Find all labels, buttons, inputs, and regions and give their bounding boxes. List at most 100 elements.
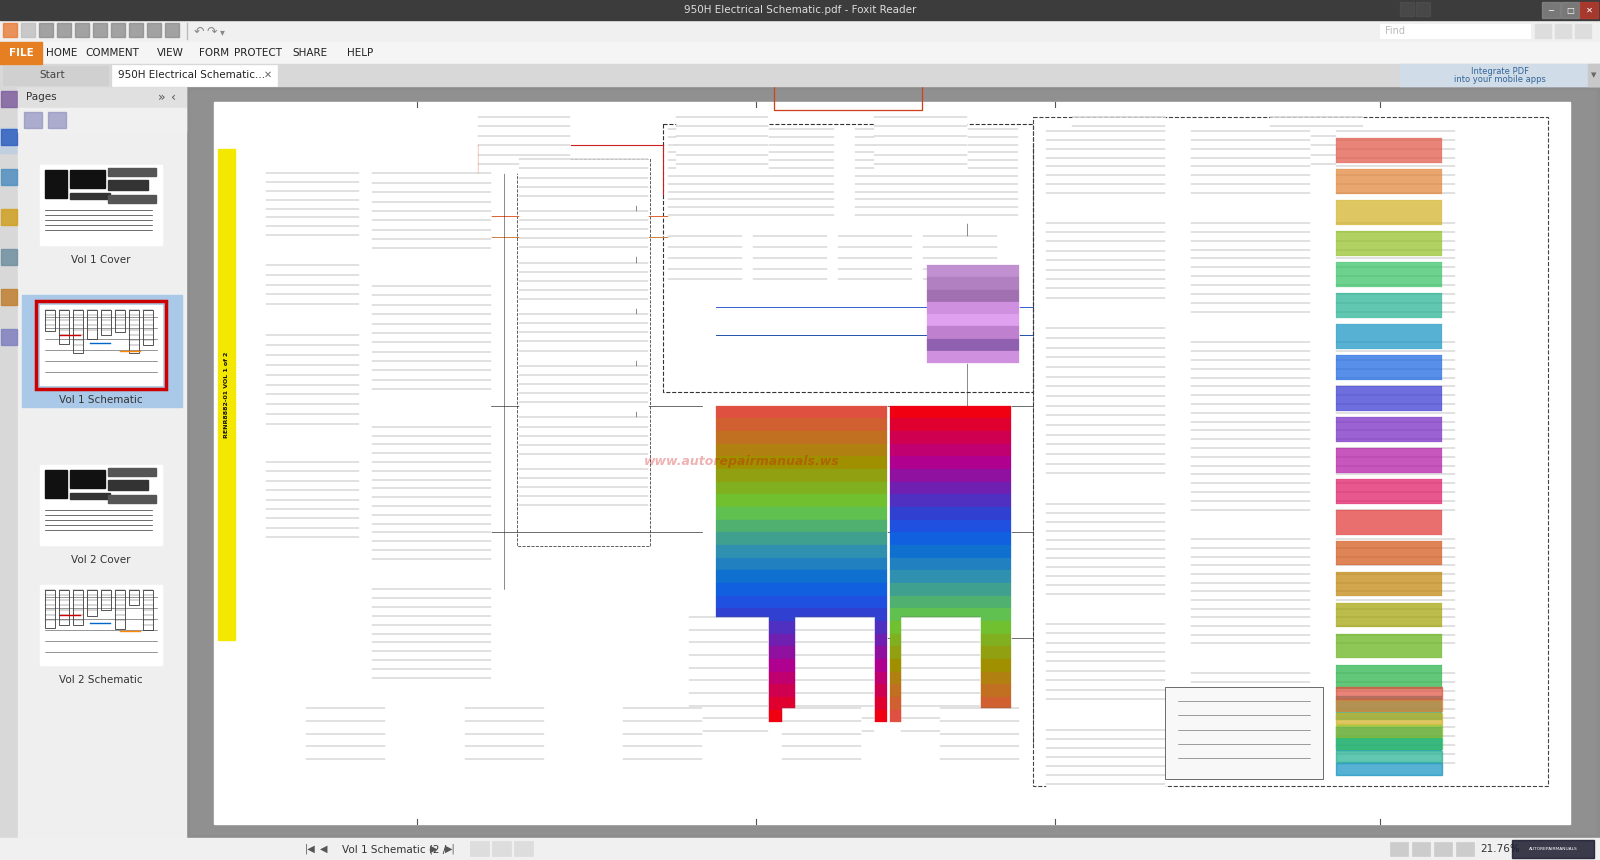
Bar: [514, 841, 533, 856]
Bar: [890, 482, 1011, 494]
Bar: [715, 494, 888, 507]
Bar: [1046, 329, 1165, 483]
Bar: [890, 570, 1011, 583]
Bar: [890, 532, 1011, 545]
Text: ─: ─: [1549, 5, 1554, 15]
Bar: [520, 211, 648, 256]
Bar: [70, 193, 110, 199]
Bar: [2, 249, 18, 265]
Bar: [38, 23, 53, 37]
Bar: [1336, 764, 1442, 775]
Bar: [752, 237, 827, 290]
Bar: [1072, 117, 1165, 174]
Bar: [1416, 2, 1430, 16]
Bar: [1336, 342, 1456, 519]
Bar: [890, 406, 1011, 418]
Text: ▶: ▶: [430, 844, 437, 854]
Bar: [1336, 673, 1456, 771]
Bar: [1555, 24, 1571, 38]
Bar: [59, 310, 69, 344]
Text: www.autorepairmanuals.ws: www.autorepairmanuals.ws: [645, 456, 840, 469]
Bar: [1032, 117, 1547, 786]
Bar: [478, 117, 570, 174]
Bar: [0, 0, 1600, 20]
Bar: [1336, 725, 1442, 736]
Bar: [22, 295, 182, 407]
Bar: [890, 418, 1011, 431]
Bar: [1165, 687, 1323, 779]
Text: Find: Find: [1386, 26, 1405, 36]
Bar: [1046, 131, 1165, 201]
Bar: [667, 129, 834, 223]
Text: Integrate PDF: Integrate PDF: [1470, 66, 1530, 76]
Text: HELP: HELP: [347, 48, 373, 58]
Bar: [109, 180, 147, 190]
Bar: [890, 444, 1011, 457]
Bar: [1512, 840, 1594, 858]
Text: Vol 1 Schematic: Vol 1 Schematic: [59, 395, 142, 405]
Bar: [1336, 262, 1442, 286]
Bar: [1434, 842, 1453, 856]
Bar: [1336, 448, 1442, 472]
Bar: [2, 209, 18, 225]
Bar: [926, 302, 1019, 314]
Bar: [890, 621, 1011, 634]
Text: ‹: ‹: [171, 90, 176, 103]
Bar: [40, 305, 162, 385]
Bar: [142, 590, 154, 630]
Text: ▶|: ▶|: [445, 844, 456, 854]
Bar: [715, 659, 888, 672]
Bar: [1336, 231, 1442, 255]
Bar: [890, 608, 1011, 621]
Bar: [890, 457, 1011, 469]
Text: ▾: ▾: [221, 27, 226, 37]
Bar: [926, 265, 1019, 364]
Bar: [520, 159, 648, 205]
Bar: [1046, 624, 1165, 709]
Bar: [3, 23, 18, 37]
Bar: [715, 710, 888, 722]
Bar: [1542, 2, 1560, 18]
Bar: [267, 335, 358, 433]
Bar: [715, 532, 888, 545]
Bar: [901, 617, 979, 744]
Bar: [267, 462, 358, 546]
Bar: [890, 545, 1011, 558]
Bar: [1046, 729, 1165, 793]
Bar: [1336, 700, 1442, 711]
Bar: [464, 709, 544, 771]
Bar: [1336, 687, 1442, 698]
Bar: [40, 165, 162, 245]
Bar: [1190, 673, 1310, 771]
Text: Vol 2 Schematic: Vol 2 Schematic: [59, 675, 142, 685]
Bar: [1336, 541, 1442, 566]
Text: COMMENT: COMMENT: [85, 48, 139, 58]
Bar: [926, 290, 1019, 302]
Bar: [1534, 24, 1550, 38]
Bar: [1581, 2, 1598, 18]
Bar: [715, 457, 888, 469]
Bar: [2, 129, 18, 145]
Bar: [0, 42, 42, 64]
Bar: [890, 634, 1011, 647]
Bar: [1574, 24, 1590, 38]
Text: Pages: Pages: [26, 92, 56, 102]
Bar: [115, 590, 125, 629]
Bar: [306, 709, 386, 771]
Bar: [715, 482, 888, 494]
Bar: [45, 170, 67, 198]
Bar: [890, 685, 1011, 697]
Text: HOME: HOME: [46, 48, 78, 58]
Bar: [493, 841, 510, 856]
Text: ▼: ▼: [1592, 72, 1597, 78]
Bar: [373, 427, 491, 568]
Bar: [715, 519, 888, 532]
Bar: [59, 590, 69, 625]
Bar: [130, 310, 139, 353]
Bar: [1413, 842, 1430, 856]
Bar: [1190, 342, 1310, 519]
Bar: [715, 608, 888, 621]
Text: ✕: ✕: [1586, 5, 1592, 15]
Bar: [890, 697, 1011, 710]
Bar: [70, 493, 110, 499]
